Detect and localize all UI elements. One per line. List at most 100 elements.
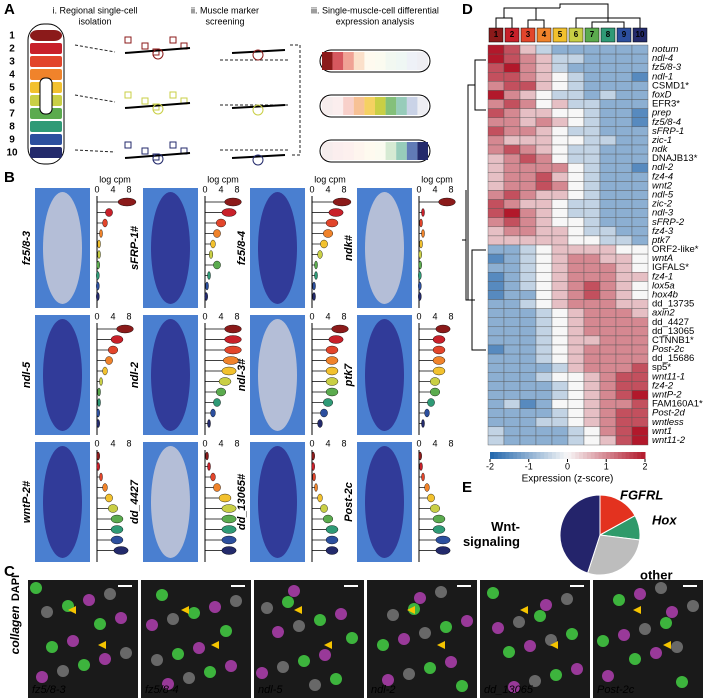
x-tick-label: 0 <box>416 438 421 448</box>
heatmap-cell <box>519 426 537 437</box>
planarian <box>43 446 82 558</box>
heatmap-cell <box>551 199 569 209</box>
nucleus <box>104 588 116 600</box>
nucleus <box>424 662 436 674</box>
violin <box>218 493 232 503</box>
heatmap-cell <box>567 162 585 173</box>
violin <box>314 271 318 280</box>
row-label: Post-2d <box>652 408 685 419</box>
x-tick-label: 8 <box>234 311 239 321</box>
heatmap-cell <box>599 435 617 446</box>
violin <box>102 366 108 376</box>
nucleus <box>671 641 683 653</box>
violin <box>96 271 100 280</box>
colorbar-tick-label: -1 <box>525 461 533 471</box>
violin <box>221 504 237 513</box>
column-swatch <box>552 27 568 43</box>
heatmap-cell <box>615 144 633 155</box>
column-label: 4 <box>542 30 547 39</box>
nucleus <box>629 653 641 665</box>
cell <box>169 36 177 44</box>
nucleus <box>508 681 520 693</box>
heatmap-cell <box>615 190 633 200</box>
step-title: screening <box>205 16 244 26</box>
heatmap-cell <box>487 381 505 391</box>
heatmap-cell <box>599 426 617 437</box>
column-swatch <box>568 27 584 43</box>
heatmap-cell <box>551 372 569 382</box>
heatmap-cell <box>599 99 617 109</box>
heatmap-cell <box>615 117 633 128</box>
nucleus <box>440 621 452 633</box>
nucleus <box>571 663 583 675</box>
row-label: wnt11-1 <box>652 371 685 382</box>
heatmap-cell <box>551 126 569 137</box>
nucleus <box>461 615 473 627</box>
x-tick-label: 8 <box>448 311 453 321</box>
row-label: EFR3* <box>652 99 680 110</box>
region-band <box>322 97 333 115</box>
heatmap-cell <box>535 108 553 118</box>
row-label: zic-2 <box>651 199 673 210</box>
region-number: 2 <box>9 44 15 55</box>
cell <box>124 36 132 44</box>
heatmap-cell <box>519 81 537 91</box>
fiber <box>231 104 286 109</box>
violin <box>418 271 422 280</box>
violin <box>317 250 323 259</box>
arrowhead <box>294 606 332 649</box>
heatmap-cell <box>503 181 521 191</box>
heatmap-cell <box>519 172 537 182</box>
heatmap-cell <box>551 390 569 400</box>
heatmap-cell <box>487 290 505 300</box>
violin <box>224 197 242 207</box>
cell <box>152 153 164 165</box>
row-label: fz5/8-4 <box>652 117 681 128</box>
heatmap-cell <box>503 199 521 209</box>
planarian <box>365 319 404 431</box>
violin <box>325 546 339 555</box>
heatmap-cell <box>599 144 617 155</box>
heatmap-cell <box>519 226 537 237</box>
violin <box>325 525 339 534</box>
nucleus <box>456 680 468 692</box>
violin <box>99 377 103 386</box>
heatmap-cell <box>583 272 601 282</box>
slice-label: Hox <box>652 512 677 527</box>
heatmap-cell <box>567 381 585 391</box>
row-label: notum <box>652 44 678 55</box>
region-band <box>30 43 62 54</box>
heatmap-dendrogram <box>462 3 641 351</box>
column-label: 6 <box>574 30 579 39</box>
heatmap-cell <box>503 208 521 218</box>
nucleus <box>162 678 174 690</box>
region-number: 3 <box>9 57 15 68</box>
violin <box>96 281 100 291</box>
violin <box>210 472 216 482</box>
x-tick-label: 8 <box>234 438 239 448</box>
violin <box>221 514 237 524</box>
nucleus <box>382 674 394 686</box>
row-label: fz5/8-3 <box>652 62 682 73</box>
x-tick-label: 4 <box>432 438 437 448</box>
heatmap-cell <box>567 99 585 109</box>
violin <box>207 419 211 428</box>
heatmap-cell <box>631 62 649 73</box>
heatmap-cell <box>487 190 505 200</box>
heatmap-cell <box>615 181 633 191</box>
nucleus <box>602 670 614 682</box>
colorbar-segment <box>555 452 561 459</box>
image-label: fz5/8-3 <box>32 684 67 696</box>
heatmap-cell <box>487 308 505 318</box>
x-tick-label: 8 <box>234 184 239 194</box>
violin <box>97 239 101 249</box>
heatmap-cell <box>551 235 569 246</box>
violin <box>430 377 441 386</box>
heatmap-cell <box>615 299 633 309</box>
region-band <box>343 52 354 70</box>
heatmap-cell <box>583 62 601 73</box>
heatmap-cell <box>567 199 585 209</box>
heatmap-cell <box>503 244 521 255</box>
violin <box>424 483 430 492</box>
violin <box>312 472 316 482</box>
